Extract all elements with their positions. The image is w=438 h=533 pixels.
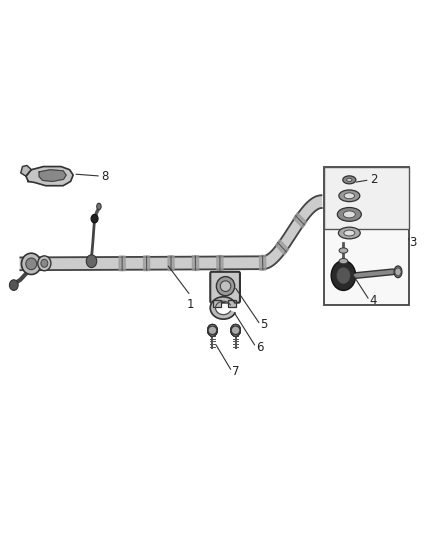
Ellipse shape bbox=[347, 178, 352, 181]
Circle shape bbox=[231, 325, 240, 336]
Ellipse shape bbox=[344, 230, 355, 236]
Circle shape bbox=[231, 325, 240, 336]
Circle shape bbox=[208, 325, 217, 336]
Text: 5: 5 bbox=[261, 319, 268, 332]
Ellipse shape bbox=[231, 326, 240, 335]
Bar bbox=[324, 166, 409, 305]
Ellipse shape bbox=[208, 326, 217, 335]
Ellipse shape bbox=[220, 281, 231, 292]
Ellipse shape bbox=[344, 193, 355, 199]
Ellipse shape bbox=[337, 207, 361, 221]
Circle shape bbox=[231, 325, 240, 336]
Ellipse shape bbox=[41, 260, 48, 267]
Circle shape bbox=[208, 325, 217, 336]
Polygon shape bbox=[293, 213, 307, 228]
Polygon shape bbox=[119, 256, 125, 271]
Circle shape bbox=[231, 325, 240, 336]
Circle shape bbox=[91, 214, 98, 223]
Ellipse shape bbox=[339, 227, 360, 239]
Text: 4: 4 bbox=[370, 294, 377, 307]
Circle shape bbox=[208, 325, 217, 336]
Polygon shape bbox=[39, 169, 66, 181]
Polygon shape bbox=[21, 165, 31, 176]
Polygon shape bbox=[276, 240, 289, 255]
Bar bbox=[324, 166, 409, 229]
Text: 3: 3 bbox=[409, 236, 416, 249]
Ellipse shape bbox=[97, 203, 101, 209]
Circle shape bbox=[86, 255, 97, 268]
Ellipse shape bbox=[343, 176, 356, 184]
Circle shape bbox=[231, 325, 240, 336]
Circle shape bbox=[208, 325, 217, 336]
Ellipse shape bbox=[339, 259, 348, 264]
Polygon shape bbox=[259, 255, 266, 270]
Circle shape bbox=[231, 325, 240, 336]
Circle shape bbox=[331, 261, 356, 290]
Circle shape bbox=[208, 325, 217, 336]
Polygon shape bbox=[217, 256, 223, 270]
Ellipse shape bbox=[339, 248, 348, 253]
Ellipse shape bbox=[38, 256, 51, 271]
Text: 1: 1 bbox=[187, 298, 194, 311]
Circle shape bbox=[208, 325, 217, 336]
Polygon shape bbox=[144, 256, 150, 271]
Circle shape bbox=[10, 280, 18, 290]
Ellipse shape bbox=[339, 190, 360, 201]
FancyBboxPatch shape bbox=[210, 272, 240, 303]
Text: 6: 6 bbox=[256, 341, 264, 354]
Text: 8: 8 bbox=[101, 169, 109, 183]
Text: 7: 7 bbox=[232, 365, 240, 378]
Polygon shape bbox=[26, 166, 73, 185]
Polygon shape bbox=[168, 256, 174, 271]
Polygon shape bbox=[192, 256, 198, 270]
Bar bbox=[213, 300, 221, 307]
Ellipse shape bbox=[21, 253, 41, 274]
Circle shape bbox=[336, 267, 350, 284]
Ellipse shape bbox=[394, 266, 402, 278]
Text: 2: 2 bbox=[370, 173, 377, 187]
Bar bbox=[228, 300, 236, 307]
Ellipse shape bbox=[216, 277, 235, 296]
Ellipse shape bbox=[343, 211, 355, 218]
Ellipse shape bbox=[26, 258, 37, 270]
Polygon shape bbox=[20, 195, 322, 270]
Polygon shape bbox=[210, 297, 235, 319]
Circle shape bbox=[395, 268, 401, 276]
